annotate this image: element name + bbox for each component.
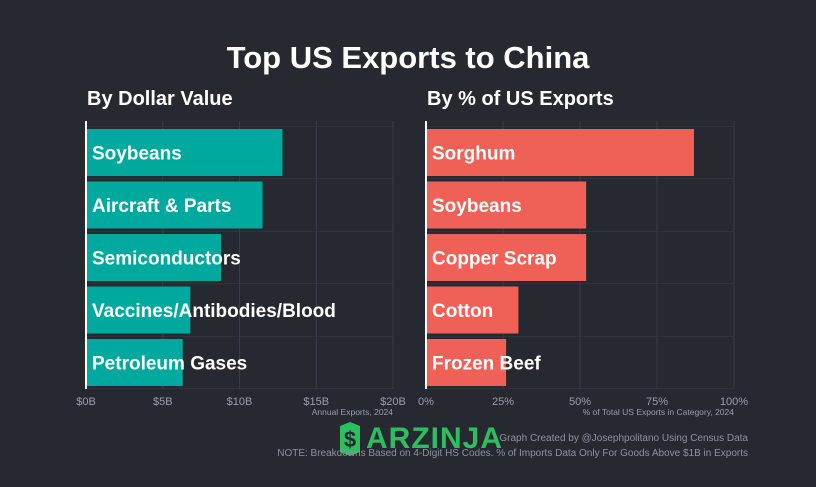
bar (86, 286, 191, 334)
x-tick-label: $10B (227, 396, 253, 408)
bar (426, 286, 519, 334)
bar (426, 129, 694, 176)
watermark-logo: $ ARZINJA (338, 422, 503, 456)
dollar-shield-icon: $ (340, 422, 360, 456)
bar (86, 234, 222, 281)
bar (426, 181, 587, 229)
x-tick-label: $5B (153, 396, 173, 408)
x-tick-label: 75% (646, 396, 668, 408)
bar-label: Sorghum (432, 144, 515, 165)
bar (426, 234, 587, 281)
bar-label: Copper Scrap (432, 249, 557, 270)
dollar-value-chart: Soybeans Aircraft & Parts Semiconductors Va… (76, 121, 406, 417)
bar-label: Aircraft & Parts (92, 196, 231, 217)
bar-label: Semiconductors (92, 249, 241, 270)
bar-label: Vaccines/Antibodies/Blood (92, 301, 336, 322)
x-tick-label: $15B (303, 396, 329, 408)
x-tick-label: $20B (380, 396, 406, 408)
x-tick-label: 25% (492, 396, 514, 408)
credit-text: Graph Created by @Josephpolitano Using C… (499, 433, 748, 444)
bar (86, 129, 283, 176)
percent-exports-chart: Sorghum Soybeans Copper Scrap Cotton Frozen … (418, 121, 748, 417)
bar (426, 339, 507, 386)
x-tick-label: 0% (418, 396, 434, 408)
left-chart-subtitle: By Dollar Value (87, 88, 233, 110)
x-tick-label: 50% (569, 396, 591, 408)
bar-label: Petroleum Gases (92, 354, 247, 375)
svg-text:$: $ (344, 427, 356, 452)
x-axis-label: Annual Exports, 2024 (312, 407, 394, 417)
bar-label: Frozen Beef (432, 354, 541, 375)
x-tick-label: $0B (76, 396, 96, 408)
x-tick-label: 100% (720, 396, 748, 408)
bar (86, 339, 183, 386)
bar-label: Soybeans (92, 144, 182, 165)
chart-title: Top US Exports to China (226, 40, 590, 75)
x-axis-label: % of Total US Exports in Category, 2024 (583, 407, 735, 417)
bar-label: Cotton (432, 301, 493, 322)
footnote-text: NOTE: Breakdowns Based on 4-Digit HS Cod… (277, 448, 748, 459)
right-chart-subtitle: By % of US Exports (427, 88, 614, 110)
bar (86, 181, 263, 229)
bar-label: Soybeans (432, 196, 522, 217)
watermark-text: ARZINJA (366, 422, 504, 455)
